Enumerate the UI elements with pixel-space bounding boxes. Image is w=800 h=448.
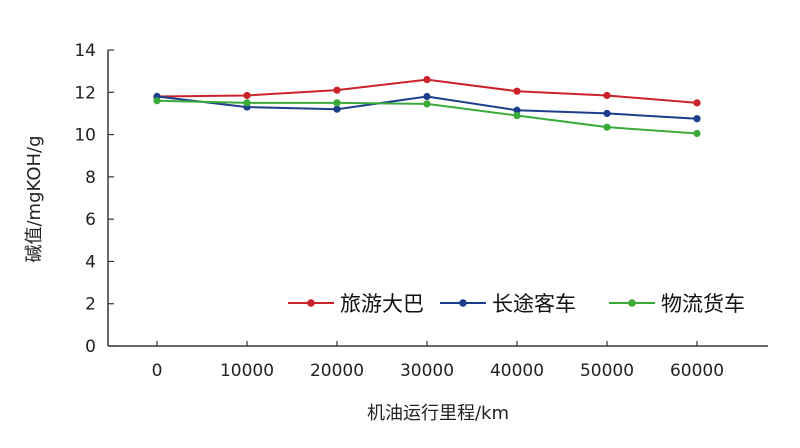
x-tick-label: 10000 [220, 361, 274, 381]
y-ticks: 0 2 4 6 8 10 12 14 [74, 41, 114, 357]
axes [107, 50, 768, 347]
data-point-series-1 [333, 86, 341, 94]
x-tick-label: 60000 [670, 361, 724, 381]
data-point-series-2 [423, 92, 431, 101]
data-point-series-3 [513, 111, 521, 120]
y-tick-label: 10 [74, 126, 96, 146]
x-tick-label: 30000 [400, 361, 454, 381]
data-point-series-1 [423, 76, 431, 84]
x-tick-label: 50000 [580, 361, 634, 381]
y-tick-label: 14 [74, 41, 96, 61]
y-tick-label: 4 [85, 252, 96, 272]
data-point-series-3 [243, 99, 251, 107]
legend-label-1: 旅游大巴 [340, 292, 424, 316]
data-point-series-2 [693, 115, 701, 123]
y-tick-label: 6 [85, 210, 96, 230]
data-point-series-1 [243, 91, 251, 100]
x-tick-label: 0 [152, 361, 163, 381]
data-point-series-3 [693, 129, 701, 138]
x-axis-title: 机油运行里程/km [367, 403, 509, 424]
legend-label-2: 长途客车 [492, 292, 576, 316]
data-point-series-3 [603, 123, 611, 131]
data-point-series-3 [423, 100, 431, 108]
y-tick-label: 12 [74, 83, 96, 103]
legend-marker-1 [307, 299, 315, 307]
data-point-series-3 [153, 97, 161, 105]
data-point-series-1 [693, 99, 701, 107]
data-point-series-1 [513, 87, 521, 95]
y-tick-label: 0 [85, 337, 96, 357]
data-point-series-1 [603, 91, 611, 100]
x-tick-label: 40000 [490, 361, 544, 381]
legend-label-3: 物流货车 [661, 292, 745, 316]
legend-marker-2 [459, 299, 467, 307]
y-tick-label: 2 [85, 295, 96, 315]
legend: 旅游大巴 长途客车 物流货车 [288, 292, 745, 316]
data-point-series-2 [333, 105, 341, 113]
data-point-series-2 [513, 106, 521, 114]
x-tick-label: 20000 [310, 361, 364, 381]
series-layer [153, 76, 701, 138]
x-ticks: 0 10000 20000 30000 40000 50000 60000 [152, 341, 724, 381]
data-point-series-3 [333, 99, 341, 107]
y-axis-title: 碱值/mgKOH/g [24, 135, 45, 262]
legend-marker-3 [628, 299, 636, 307]
data-point-series-2 [603, 109, 611, 118]
y-tick-label: 8 [85, 168, 96, 188]
